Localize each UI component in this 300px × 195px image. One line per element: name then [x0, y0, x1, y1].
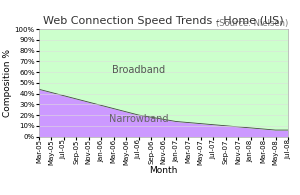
- Text: (Source: Nielsen): (Source: Nielsen): [216, 19, 288, 28]
- X-axis label: Month: Month: [149, 166, 178, 176]
- Y-axis label: Composition %: Composition %: [3, 49, 12, 117]
- Title: Web Connection Speed Trends - Home (US): Web Connection Speed Trends - Home (US): [43, 16, 284, 26]
- Text: Narrowband: Narrowband: [109, 114, 168, 124]
- Text: Broadband: Broadband: [112, 65, 165, 75]
